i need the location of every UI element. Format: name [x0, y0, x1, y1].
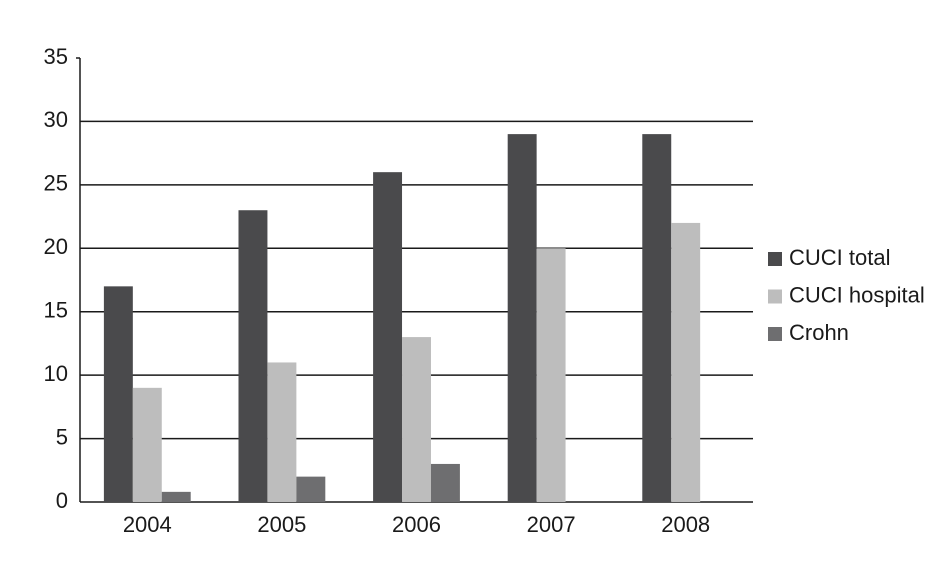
y-tick-label: 20	[44, 234, 68, 259]
y-tick-label: 35	[44, 44, 68, 69]
bar	[507, 134, 537, 502]
bar	[103, 286, 133, 502]
bar	[430, 463, 460, 502]
legend-label: Crohn	[789, 320, 849, 345]
x-tick-label: 2006	[392, 512, 441, 537]
bar	[671, 222, 701, 502]
x-tick-label: 2007	[527, 512, 576, 537]
legend-swatch	[768, 289, 782, 304]
bar	[238, 210, 268, 502]
legend-swatch	[768, 252, 782, 266]
bar	[642, 134, 672, 502]
y-tick-label: 5	[56, 424, 68, 449]
x-tick-label: 2008	[661, 512, 710, 537]
legend-swatch	[768, 327, 782, 341]
x-tick-label: 2004	[123, 512, 172, 537]
bar	[132, 387, 162, 502]
legend-label: CUCI hospital	[789, 282, 925, 307]
bar	[161, 491, 191, 502]
bar	[267, 362, 297, 502]
bar	[296, 476, 326, 502]
bar	[373, 172, 403, 502]
y-tick-label: 0	[56, 488, 68, 513]
bar	[402, 337, 431, 502]
x-tick-label: 2005	[257, 512, 306, 537]
y-tick-label: 25	[44, 171, 68, 196]
y-tick-label: 15	[44, 298, 68, 323]
bar	[536, 248, 566, 502]
legend-label: CUCI total	[789, 245, 890, 270]
y-tick-label: 10	[44, 361, 68, 386]
y-tick-label: 30	[44, 107, 68, 132]
